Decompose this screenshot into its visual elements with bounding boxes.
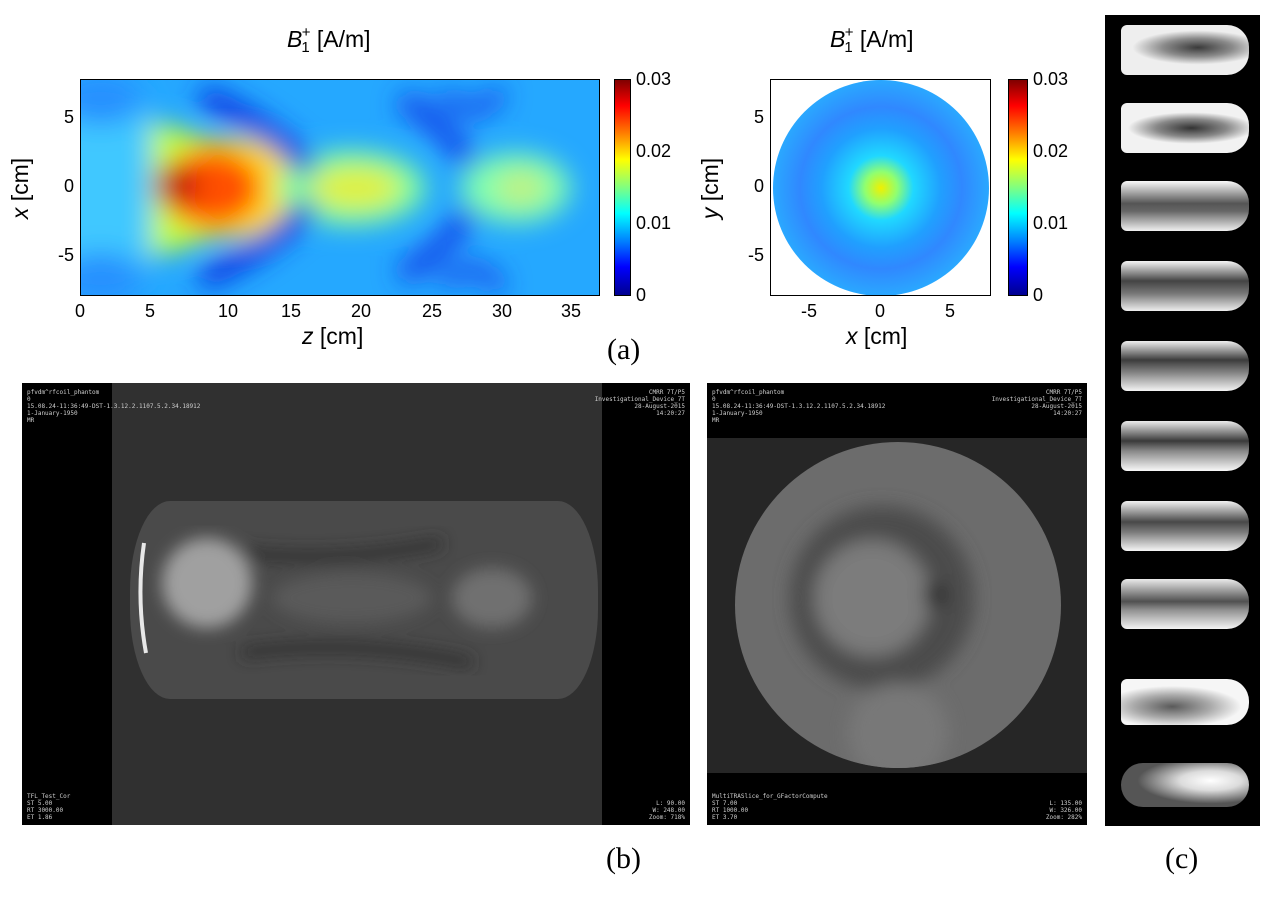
slice-image — [1121, 25, 1249, 75]
left-colorbar-tick: 0.01 — [636, 213, 672, 233]
right-plot-xlabel: x [cm] — [846, 323, 908, 349]
left-colorbar — [614, 79, 631, 296]
left-plot-ytick: 0 — [63, 176, 74, 196]
left-plot-xtick: 35 — [560, 301, 582, 321]
coronal-scan-header-right: CMRR 7T/P5 Investigational_Device_7T 28-… — [594, 389, 685, 417]
left-plot-xtick: 20 — [350, 301, 372, 321]
slice-image — [1121, 679, 1249, 725]
coronal-scan-header-left: pfvdm^rfcoil_phantom 0 15.08.24-11:36:49… — [27, 389, 201, 424]
left-plot-xtick: 0 — [74, 301, 85, 321]
left-plot-xtick: 25 — [421, 301, 443, 321]
slice-image — [1121, 103, 1249, 153]
slice-image — [1121, 579, 1249, 629]
right-colorbar-tick: 0.03 — [1033, 69, 1069, 89]
right-field-map-image — [773, 80, 989, 295]
panel-label-c: (c) — [1165, 842, 1199, 875]
left-plot-xtick: 30 — [491, 301, 513, 321]
left-plot-xlabel: z [cm] — [302, 323, 364, 349]
coronal-phantom-image — [130, 501, 598, 699]
axial-phantom-image — [735, 442, 1061, 768]
coronal-scan-footer-right: L: 90.00 W: 248.00 Zoom: 718% — [648, 800, 685, 821]
right-plot-xtick: 5 — [944, 301, 955, 321]
coronal-scan: pfvdm^rfcoil_phantom 0 15.08.24-11:36:49… — [22, 383, 690, 825]
slice-image — [1121, 763, 1249, 807]
right-plot-ytick: 5 — [753, 107, 764, 127]
right-colorbar-tick: 0.01 — [1033, 213, 1069, 233]
right-colorbar-tick: 0.02 — [1033, 141, 1069, 161]
right-plot-xtick: 0 — [874, 301, 885, 321]
right-plot-ytick: 0 — [753, 176, 764, 196]
left-plot-xtick: 5 — [144, 301, 155, 321]
coronal-scan-footer-left: TFL_Test_Cor ST 5.00 RT 3000.00 ET 1.86 — [27, 793, 71, 821]
axial-scan-footer-right: L: 135.00 W: 326.00 Zoom: 282% — [1045, 800, 1082, 821]
left-plot-xtick: 10 — [217, 301, 239, 321]
left-plot-ylabel: x [cm] — [7, 157, 34, 220]
slice-image — [1121, 181, 1249, 231]
panel-label-a: (a) — [607, 333, 641, 366]
right-field-map — [770, 79, 991, 296]
left-plot-ytick: 5 — [63, 107, 74, 127]
right-plot-title: B1+ [A/m] — [830, 24, 914, 56]
right-colorbar — [1008, 79, 1028, 296]
axial-scan-footer-left: MultiTRASlice_for_GFactorCompute ST 7.00… — [712, 793, 828, 821]
right-colorbar-tick: 0 — [1033, 285, 1044, 305]
left-field-map-image — [81, 80, 599, 295]
left-colorbar-tick: 0.02 — [636, 141, 672, 161]
slice-stack — [1105, 15, 1260, 826]
slice-image — [1121, 421, 1249, 471]
left-plot-ytick: -5 — [57, 245, 74, 265]
right-plot-ytick: -5 — [747, 245, 764, 265]
slice-image — [1121, 501, 1249, 551]
left-colorbar-tick: 0 — [636, 285, 647, 305]
axial-scan: pfvdm^rfcoil_phantom 0 15.08.24-11:36:49… — [707, 383, 1087, 825]
left-plot-xtick: 15 — [280, 301, 302, 321]
right-plot-ylabel: y [cm] — [697, 157, 724, 220]
axial-scan-header-right: CMRR 7T/P5 Investigational_Device_7T 28-… — [991, 389, 1082, 417]
panel-label-b: (b) — [606, 842, 641, 875]
slice-image — [1121, 261, 1249, 311]
right-plot-xtick: -5 — [800, 301, 817, 321]
left-field-map — [80, 79, 600, 296]
slice-image — [1121, 341, 1249, 391]
left-plot-title: B1+ [A/m] — [287, 24, 371, 56]
left-colorbar-tick: 0.03 — [636, 69, 672, 89]
axial-scan-header-left: pfvdm^rfcoil_phantom 0 15.08.24-11:36:49… — [712, 389, 886, 424]
